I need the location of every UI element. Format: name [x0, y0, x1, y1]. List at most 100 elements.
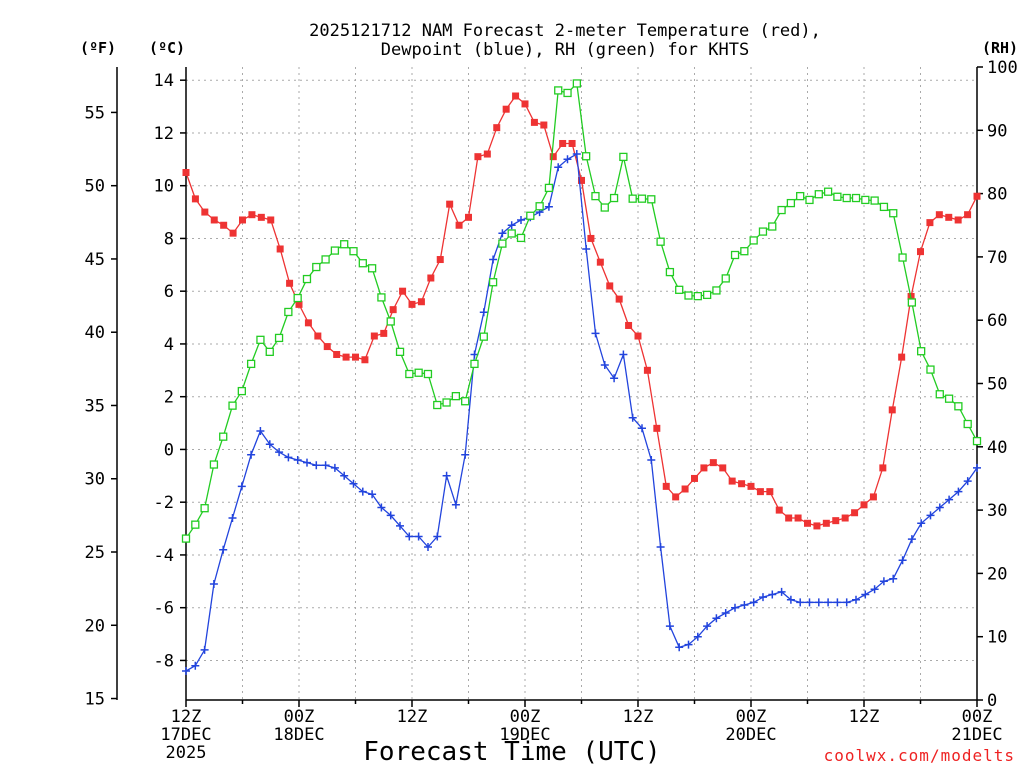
- rh-point: [637, 194, 647, 203]
- temperature-point: [239, 216, 246, 224]
- temperature-point: [794, 514, 802, 522]
- dewpoint-point: [442, 471, 451, 480]
- x-tick-label: 2025: [166, 743, 207, 763]
- dewpoint-point: [610, 374, 619, 383]
- rh-point: [917, 347, 926, 356]
- rh-point: [405, 369, 414, 379]
- temperature-point: [700, 464, 708, 472]
- rh-point: [526, 211, 535, 220]
- x-tick-label: 00Z: [510, 707, 541, 727]
- rh-point: [656, 237, 665, 246]
- series-dewpoint: [182, 150, 981, 675]
- rh-point: [544, 183, 554, 193]
- x-tick-label: 00Z: [736, 707, 767, 727]
- rh-point: [600, 203, 609, 212]
- dewpoint-point: [340, 471, 349, 480]
- fahrenheit-tick-label: 25: [85, 543, 105, 563]
- dewpoint-point: [489, 255, 498, 264]
- dewpoint-point: [731, 603, 739, 612]
- rh-point: [219, 432, 228, 441]
- rh-point: [507, 229, 516, 238]
- rh-tick-label: 10: [987, 628, 1007, 648]
- dewpoint-point: [200, 645, 209, 654]
- temperature-point: [267, 216, 275, 224]
- rh-point: [786, 198, 796, 208]
- rh-point: [591, 191, 600, 201]
- rh-point: [265, 347, 274, 357]
- x-tick-label: 17DEC: [160, 725, 211, 745]
- rh-point: [879, 202, 889, 212]
- dewpoint-point: [572, 150, 581, 158]
- rh-point: [796, 191, 805, 201]
- x-tick-label: 20DEC: [725, 725, 776, 745]
- grid-lines: [186, 67, 977, 700]
- temperature-point: [370, 332, 378, 340]
- celsius-tick-label: 10: [154, 177, 174, 197]
- dewpoint-point: [386, 511, 395, 520]
- x-tick-label: 12Z: [623, 707, 654, 727]
- rh-point: [926, 365, 935, 374]
- dewpoint-point: [898, 556, 907, 565]
- rh-point: [488, 278, 498, 287]
- rh-point: [423, 369, 433, 379]
- temperature-point: [822, 519, 830, 527]
- dewpoint-point: [693, 632, 702, 641]
- celsius-unit-label: (ºC): [149, 39, 185, 57]
- rh-point: [302, 274, 312, 284]
- dewpoint-point: [544, 202, 553, 211]
- dewpoint-point: [926, 511, 935, 520]
- dewpoint-point: [740, 601, 749, 609]
- temperature-point: [389, 306, 397, 314]
- celsius-tick-label: 14: [154, 71, 174, 91]
- temperature-point: [935, 211, 943, 219]
- dewpoint-point: [665, 622, 674, 631]
- rh-point: [554, 86, 563, 95]
- rh-point: [256, 335, 265, 344]
- fahrenheit-tick-label: 30: [85, 470, 105, 490]
- dewpoint-point: [554, 163, 563, 172]
- dewpoint-point: [330, 463, 339, 472]
- dewpoint-point: [833, 598, 842, 607]
- rh-unit-label: (RH): [982, 39, 1018, 57]
- rh-tick-label: 30: [987, 501, 1007, 521]
- rh-point: [442, 398, 451, 407]
- x-tick-label: 21DEC: [951, 725, 1002, 745]
- rh-point: [340, 240, 349, 249]
- temperature-point: [634, 332, 642, 340]
- x-tick-label: 12Z: [397, 707, 428, 727]
- temperature-point: [474, 153, 482, 161]
- dewpoint-point: [247, 450, 256, 459]
- celsius-tick-label: -6: [154, 599, 174, 619]
- dewpoint-point: [256, 427, 265, 435]
- dewpoint-point: [824, 598, 833, 607]
- temperature-point: [248, 211, 256, 219]
- x-tick-label: 00Z: [284, 707, 315, 727]
- rh-point: [246, 359, 256, 369]
- x-tick-label: 18DEC: [273, 725, 324, 745]
- temperature-point: [785, 514, 793, 522]
- rh-tick-label: 80: [987, 185, 1007, 205]
- series-layer: [181, 79, 982, 675]
- dewpoint-point: [424, 543, 432, 551]
- rh-point: [730, 250, 740, 260]
- dewpoint-point: [879, 577, 888, 586]
- temperature-point: [917, 248, 924, 256]
- temperature-point: [286, 279, 294, 287]
- temperature-point: [417, 298, 425, 306]
- temperature-point: [191, 195, 199, 203]
- dewpoint-point: [275, 448, 284, 457]
- x-tick-label: 00Z: [962, 707, 993, 727]
- rh-point: [842, 193, 851, 203]
- temperature-point: [625, 321, 633, 329]
- dewpoint-point: [563, 155, 572, 164]
- dewpoint-point: [237, 482, 246, 491]
- temperature-point: [257, 213, 265, 221]
- celsius-tick-label: 12: [154, 124, 174, 144]
- temperature-point: [352, 353, 359, 361]
- rh-point: [274, 333, 284, 343]
- dewpoint-point: [796, 598, 805, 607]
- dewpoint-point: [228, 514, 237, 522]
- rh-tick-label: 100: [987, 58, 1018, 78]
- temperature-point: [578, 176, 585, 184]
- credit-text: coolwx.com/modelts: [824, 746, 1015, 765]
